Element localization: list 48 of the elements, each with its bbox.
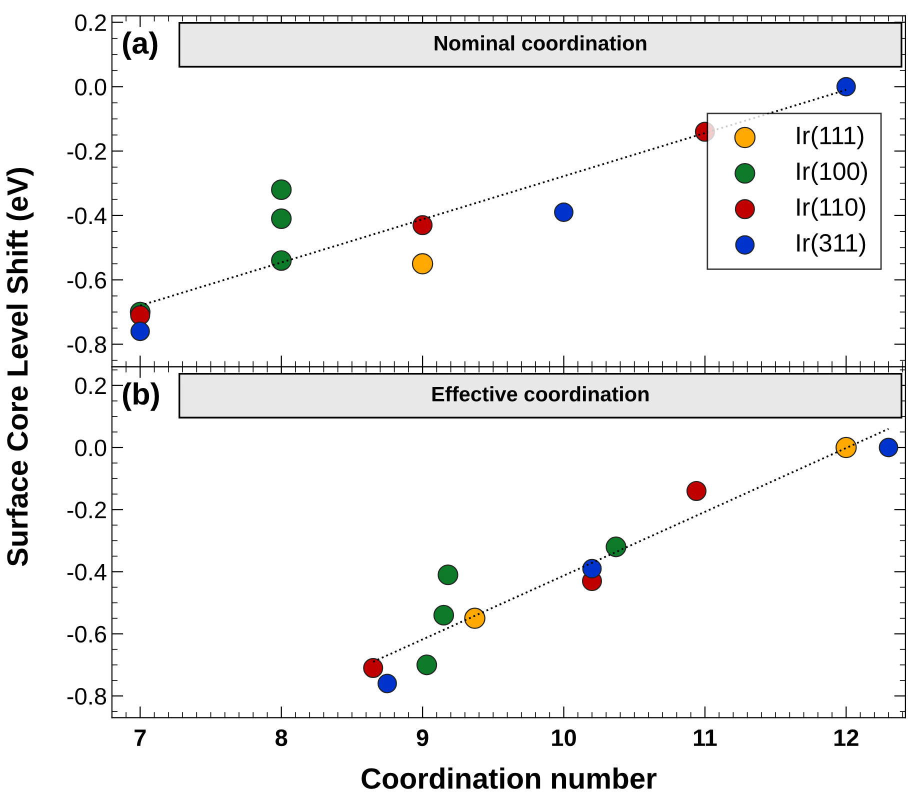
legend-label: Ir(311) bbox=[797, 233, 866, 257]
point bbox=[606, 536, 626, 558]
point bbox=[554, 202, 574, 222]
y-tick-label: -0.8 bbox=[67, 336, 106, 354]
point bbox=[464, 608, 486, 629]
point bbox=[836, 76, 856, 96]
y-tick-label: -0.2 bbox=[67, 502, 106, 518]
x-tick-label: 7 bbox=[134, 730, 146, 746]
y-tick-label: -0.8 bbox=[67, 688, 106, 705]
point bbox=[363, 658, 384, 678]
point bbox=[836, 436, 857, 458]
y-tick-label: 0.0 bbox=[75, 78, 106, 96]
point bbox=[130, 322, 150, 342]
point bbox=[438, 564, 458, 586]
y-tick-label: 0.2 bbox=[75, 377, 106, 394]
legend-label: Ir(111) bbox=[797, 126, 864, 150]
y-tick-label: -0.4 bbox=[67, 564, 106, 580]
y-tick-label: -0.4 bbox=[67, 208, 106, 224]
point bbox=[416, 654, 438, 676]
y-tick-label: 0.0 bbox=[75, 440, 106, 456]
y-tick-label: -0.6 bbox=[67, 626, 106, 643]
point bbox=[271, 179, 292, 200]
point bbox=[433, 604, 454, 626]
point bbox=[686, 480, 707, 501]
point bbox=[378, 674, 397, 694]
text: Nominal coordination bbox=[434, 35, 646, 51]
x-tick-label: 10 bbox=[552, 729, 576, 746]
point bbox=[582, 558, 602, 578]
x-tick-label: 9 bbox=[416, 729, 428, 746]
y-tick-label: 0.2 bbox=[75, 14, 106, 32]
legend-label: Ir(100) bbox=[797, 162, 868, 186]
x-axis-title: Coordination number bbox=[362, 767, 657, 789]
x-tick-label: 11 bbox=[694, 730, 717, 746]
point bbox=[130, 305, 150, 326]
annotation: (b) bbox=[122, 382, 159, 411]
x-tick-label: 8 bbox=[276, 729, 288, 746]
point bbox=[412, 215, 433, 236]
x-tick-label: 12 bbox=[834, 729, 858, 746]
legend-label: Ir(110) bbox=[797, 198, 866, 221]
y-axis-title: Surface Core Level Shift (eV) bbox=[6, 168, 34, 566]
y-tick-label: -0.2 bbox=[67, 143, 106, 160]
point bbox=[271, 250, 292, 271]
y-tick-label: -0.6 bbox=[67, 272, 106, 289]
point bbox=[271, 208, 292, 229]
point bbox=[412, 253, 434, 274]
text: Effective coordination bbox=[432, 386, 649, 402]
point bbox=[878, 438, 898, 458]
annotation: (a) bbox=[122, 31, 158, 60]
